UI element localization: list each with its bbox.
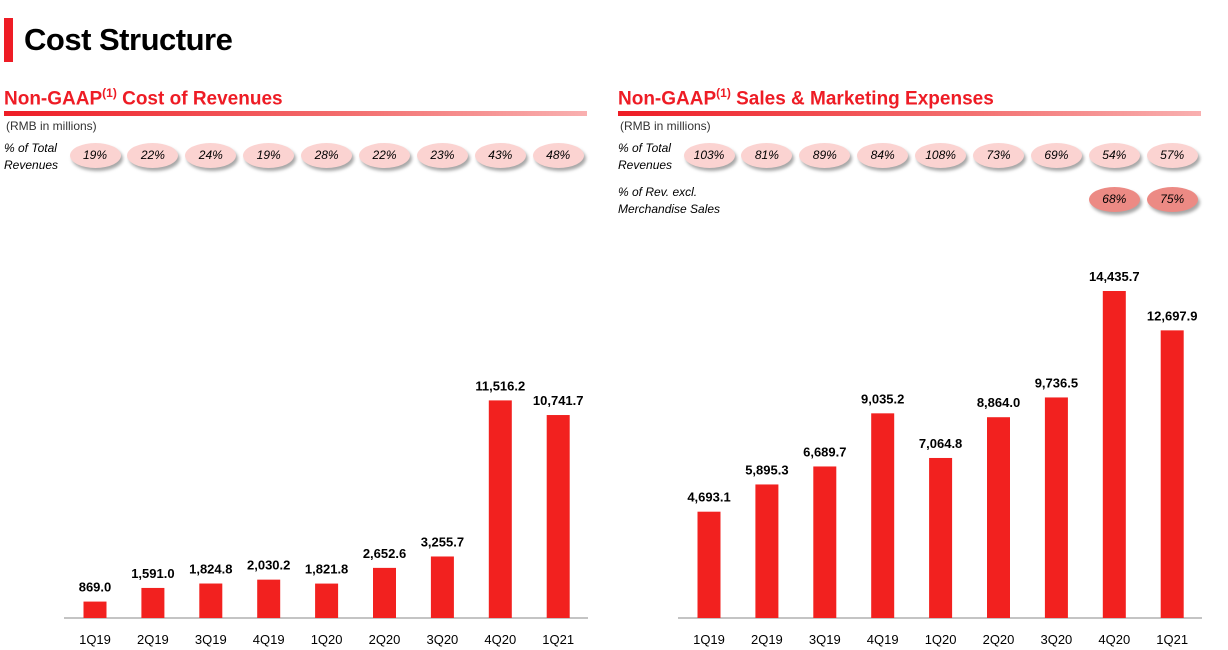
x-tick-label: 1Q20 — [925, 632, 957, 647]
sales-marketing-panel: Non-GAAP(1) Sales & Marketing Expenses (… — [618, 84, 1208, 650]
panel-title-underline — [4, 111, 587, 116]
percentage-pill: 54% — [1088, 143, 1140, 168]
percentage-pill: 68% — [1088, 187, 1140, 212]
x-tick-label: 4Q20 — [1098, 632, 1130, 647]
bar-3Q20 — [430, 556, 454, 618]
bar-3Q19 — [813, 466, 837, 618]
cost-of-revenues-panel: Non-GAAP(1) Cost of Revenues (RMB in mil… — [4, 84, 594, 650]
bar-1Q20 — [929, 457, 953, 618]
percentage-pill: 19% — [69, 143, 121, 168]
data-label: 11,516.2 — [475, 378, 525, 393]
data-label: 8,864.0 — [977, 395, 1020, 410]
bar-1Q21 — [1160, 330, 1184, 618]
percentage-pill: 48% — [532, 143, 584, 168]
panel-title: Non-GAAP(1) Sales & Marketing Expenses — [618, 86, 994, 110]
x-tick-label: 2Q20 — [983, 632, 1015, 647]
data-label: 7,064.8 — [919, 436, 962, 451]
percentage-pill: 57% — [1146, 143, 1198, 168]
x-tick-label: 1Q21 — [1156, 632, 1188, 647]
data-label: 4,693.1 — [687, 490, 730, 505]
percentage-pill: 84% — [857, 143, 909, 168]
x-tick-label: 3Q19 — [809, 632, 841, 647]
title-accent-bar — [4, 18, 13, 62]
bar-3Q20 — [1044, 397, 1068, 618]
percentage-pill: 73% — [973, 143, 1024, 168]
sales-marketing-chart: 4,693.1 1Q19 5,895.3 2Q19 6,689.7 3Q19 9,035.2… — [678, 269, 1202, 647]
x-tick-label: 4Q20 — [484, 632, 516, 647]
data-label: 2,030.2 — [247, 558, 290, 573]
panel-title-underline — [618, 111, 1201, 116]
bar-4Q19 — [871, 413, 895, 618]
data-label: 2,652.6 — [363, 546, 406, 561]
bar-4Q20 — [488, 400, 512, 618]
bar-4Q19 — [257, 579, 281, 618]
page-title: Cost Structure — [24, 22, 233, 57]
row-label-line: % of Rev. excl. — [618, 185, 698, 199]
percentage-pill: 108% — [915, 143, 967, 168]
bar-3Q19 — [199, 583, 223, 618]
percentage-pill: 69% — [1030, 143, 1082, 168]
x-tick-label: 2Q19 — [751, 632, 783, 647]
percentage-pill: 22% — [359, 143, 410, 168]
bar-2Q19 — [755, 484, 779, 618]
row-label: % of Total Revenues — [4, 140, 58, 174]
data-label: 1,591.0 — [131, 566, 174, 581]
x-tick-label: 2Q19 — [137, 632, 169, 647]
row-label-line: Merchandise Sales — [618, 202, 721, 216]
percentage-pill: 28% — [301, 143, 353, 168]
cost-of-revenues-chart: 869.0 1Q19 1,591.0 2Q19 1,824.8 3Q19 2,030.2 4Q… — [64, 378, 588, 647]
panel-title: Non-GAAP(1) Cost of Revenues — [4, 86, 283, 110]
x-tick-label: 1Q20 — [311, 632, 343, 647]
unit-label: (RMB in millions) — [6, 119, 97, 133]
x-tick-label: 1Q19 — [693, 632, 725, 647]
x-tick-label: 3Q20 — [426, 632, 458, 647]
bar-2Q20 — [373, 567, 396, 618]
bar-4Q20 — [1102, 291, 1126, 618]
percentage-pill: 23% — [416, 143, 468, 168]
data-label: 1,824.8 — [189, 562, 232, 577]
data-label: 1,821.8 — [305, 562, 348, 577]
bar-1Q19 — [697, 511, 721, 618]
percentage-pill: 24% — [185, 143, 237, 168]
data-label: 10,741.7 — [533, 393, 584, 408]
percentage-pill: 19% — [243, 143, 295, 168]
data-label: 6,689.7 — [803, 444, 846, 459]
bar-1Q21 — [546, 415, 570, 618]
percentage-pill: 103% — [683, 143, 735, 168]
data-label: 5,895.3 — [745, 462, 788, 477]
data-label: 14,435.7 — [1089, 269, 1140, 284]
x-tick-label: 4Q19 — [253, 632, 285, 647]
bar-1Q19 — [83, 601, 107, 618]
percentage-pill: 89% — [799, 143, 851, 168]
x-tick-label: 3Q19 — [195, 632, 227, 647]
bar-2Q19 — [141, 587, 165, 618]
bar-1Q20 — [315, 583, 339, 618]
data-label: 9,736.5 — [1035, 375, 1078, 390]
row-label-line: Revenues — [4, 158, 59, 172]
row-label-line: Revenues — [618, 158, 673, 172]
x-tick-label: 4Q19 — [867, 632, 899, 647]
percentage-pill: 22% — [127, 143, 179, 168]
row-label: % of Rev. excl. Merchandise Sales — [618, 184, 720, 218]
percentage-pill: 43% — [474, 143, 526, 168]
data-label: 12,697.9 — [1147, 308, 1198, 323]
row-label-line: % of Total — [618, 141, 671, 155]
percentage-pill: 81% — [741, 143, 793, 168]
x-tick-label: 1Q21 — [542, 632, 574, 647]
row-label-line: % of Total — [4, 141, 57, 155]
data-label: 869.0 — [79, 580, 112, 595]
x-tick-label: 3Q20 — [1040, 632, 1072, 647]
data-label: 9,035.2 — [861, 391, 904, 406]
unit-label: (RMB in millions) — [620, 119, 711, 133]
x-tick-label: 2Q20 — [369, 632, 401, 647]
bar-2Q20 — [987, 417, 1010, 618]
data-label: 3,255.7 — [421, 534, 464, 549]
x-tick-label: 1Q19 — [79, 632, 111, 647]
percentage-pill: 75% — [1146, 187, 1198, 212]
row-label: % of Total Revenues — [618, 140, 672, 174]
